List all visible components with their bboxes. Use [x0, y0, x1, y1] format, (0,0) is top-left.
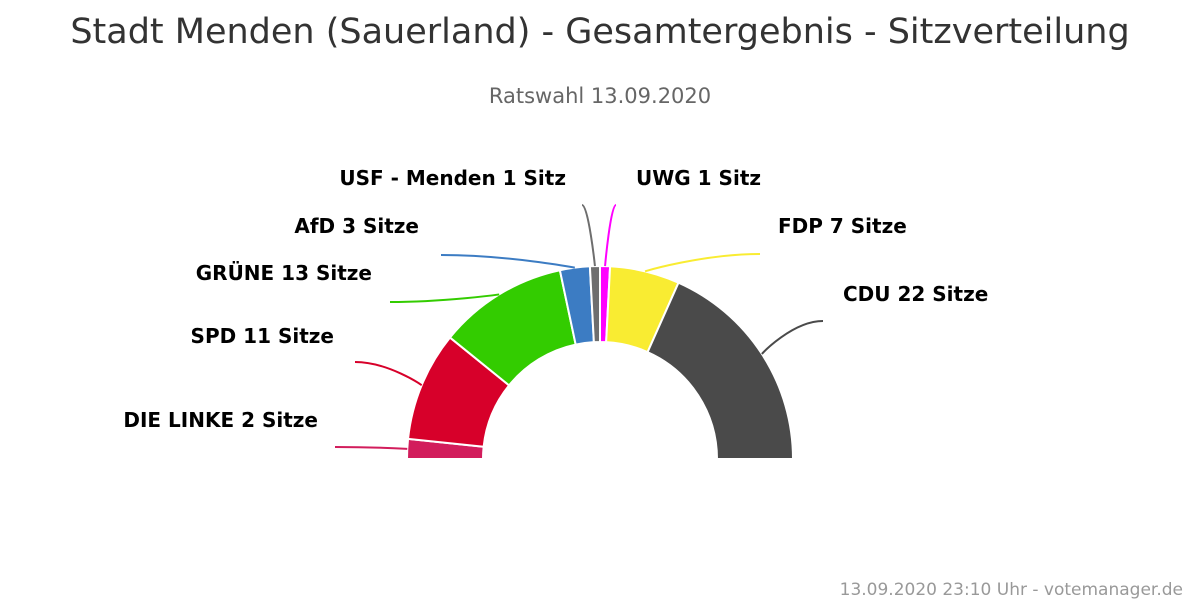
seat-label: AfD 3 Sitze: [294, 214, 419, 238]
seat-label: DIE LINKE 2 Sitze: [123, 408, 318, 432]
seat-label: CDU 22 Sitze: [843, 282, 988, 306]
connector-line: [440, 254, 575, 269]
connector-line: [334, 446, 408, 450]
chart-subtitle: Ratswahl 13.09.2020: [488, 84, 712, 108]
connector-line: [389, 293, 500, 303]
chart-title: Stadt Menden (Sauerland) - Gesamtergebni…: [70, 12, 1130, 52]
connector-line: [604, 204, 617, 267]
connector-line: [644, 253, 761, 273]
chart-footer: 13.09.2020 23:10 Uhr - votemanager.de: [839, 580, 1183, 600]
seat-label: UWG 1 Sitz: [636, 166, 761, 190]
seat-label: USF - Menden 1 Sitz: [339, 166, 566, 190]
seat-label: SPD 11 Sitze: [191, 324, 334, 348]
seat-label: GRÜNE 13 Sitze: [196, 261, 372, 285]
connector-line: [354, 361, 423, 386]
seat-label: FDP 7 Sitze: [778, 214, 907, 238]
connector-line: [761, 320, 824, 355]
seat-slice-cdu[interactable]: [646, 281, 795, 460]
connector-line: [581, 204, 596, 267]
